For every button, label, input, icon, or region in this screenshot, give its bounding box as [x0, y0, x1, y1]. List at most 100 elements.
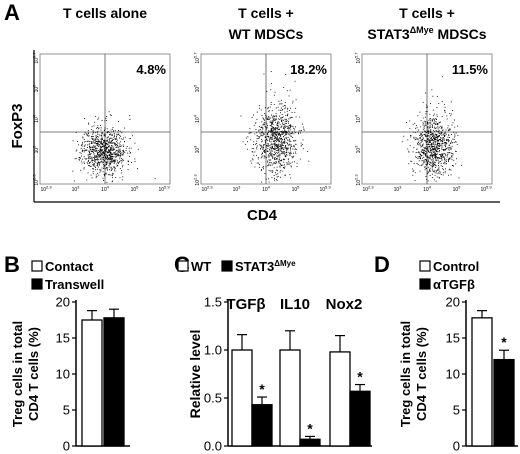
flow-event-dot — [100, 158, 102, 160]
flow-event-dot — [109, 139, 110, 141]
quadrant-percent-label: 11.5% — [452, 62, 489, 77]
flow-event-dot — [441, 142, 443, 144]
flow-event-dot — [438, 136, 439, 137]
flow-event-dot — [431, 119, 433, 121]
flow-event-dot — [112, 134, 114, 136]
flow-event-dot — [275, 118, 277, 120]
flow-event-dot — [440, 133, 441, 135]
flow-event-dot — [114, 161, 116, 163]
flow-event-dot — [98, 154, 100, 156]
flow-event-dot — [95, 148, 97, 149]
flow-event-dot — [124, 136, 126, 138]
flow-event-dot — [272, 143, 274, 145]
flow-event-dot — [437, 158, 439, 160]
flow-event-dot — [441, 134, 443, 136]
flow-event-dot — [292, 102, 294, 104]
flow-event-dot — [417, 156, 419, 158]
flow-event-dot — [110, 160, 112, 162]
flow-event-dot — [111, 169, 113, 170]
flow-event-dot — [109, 148, 111, 150]
flow-event-dot — [114, 170, 116, 172]
flow-event-dot — [117, 153, 119, 155]
flow-event-dot — [99, 158, 101, 160]
flow-event-dot — [106, 168, 108, 170]
flow-event-dot — [294, 131, 296, 133]
flow-event-dot — [271, 170, 273, 172]
flow-event-dot — [99, 169, 101, 171]
flow-event-dot — [429, 125, 431, 127]
flow-event-dot — [256, 138, 258, 139]
flow-event-dot — [454, 136, 456, 138]
flow-event-dot — [104, 175, 105, 177]
flow-event-dot — [437, 128, 439, 130]
flow-event-dot — [264, 140, 266, 141]
flow-event-dot — [84, 118, 85, 119]
flow-event-dot — [270, 89, 272, 91]
flow-event-dot — [264, 150, 266, 152]
flow-event-dot — [110, 147, 112, 149]
flow-event-dot — [452, 138, 454, 140]
flow-event-dot — [89, 154, 91, 156]
flow-event-dot — [99, 134, 101, 136]
flow-event-dot — [294, 161, 295, 163]
flow-event-dot — [99, 149, 101, 151]
flow-event-dot — [448, 134, 450, 136]
flow-event-dot — [441, 127, 443, 129]
flow-event-dot — [96, 148, 98, 149]
flow-event-dot — [284, 152, 286, 154]
flow-event-dot — [443, 150, 445, 152]
flow-event-dot — [456, 144, 458, 146]
flow-event-dot — [284, 139, 286, 141]
flow-event-dot — [277, 122, 279, 124]
flow-event-dot — [122, 153, 124, 155]
flow-event-dot — [112, 145, 114, 147]
flow-event-dot — [296, 166, 298, 167]
flow-event-dot — [438, 145, 440, 146]
flow-event-dot — [294, 140, 296, 142]
flow-event-dot — [261, 156, 263, 158]
flow-event-dot — [284, 125, 286, 127]
flow-event-dot — [109, 145, 110, 147]
flow-event-dot — [419, 137, 420, 139]
flow-event-dot — [270, 104, 272, 105]
flow-event-dot — [102, 177, 104, 179]
flow-event-dot — [410, 136, 412, 138]
flow-event-dot — [121, 154, 123, 156]
flow-event-dot — [444, 163, 446, 165]
flow-event-dot — [106, 181, 108, 183]
flow-event-dot — [113, 152, 115, 154]
flow-event-dot — [116, 141, 117, 143]
flow-event-dot — [434, 169, 436, 171]
flow-event-dot — [276, 179, 277, 180]
flow-event-dot — [114, 144, 116, 146]
flow-event-dot — [263, 133, 265, 135]
flow-event-dot — [293, 144, 295, 146]
flow-event-dot — [437, 141, 439, 143]
flow-event-dot — [114, 151, 116, 153]
flow-event-dot — [429, 158, 431, 159]
flow-event-dot — [272, 129, 274, 131]
flow-event-dot — [94, 148, 96, 150]
flow-event-dot — [286, 154, 288, 156]
flow-event-dot — [101, 149, 103, 151]
flow-event-dot — [95, 135, 97, 136]
flow-event-dot — [267, 146, 269, 147]
flow-event-dot — [291, 156, 293, 158]
flow-event-dot — [274, 177, 275, 179]
flow-event-dot — [110, 142, 112, 144]
flow-event-dot — [262, 167, 264, 168]
flow-event-dot — [286, 120, 288, 122]
flow-event-dot — [424, 134, 426, 136]
flow-event-dot — [123, 150, 124, 152]
flow-event-dot — [115, 138, 117, 140]
flow-event-dot — [290, 135, 292, 137]
y-tick-label: 1.5 — [204, 295, 222, 310]
flow-event-dot — [425, 92, 426, 94]
flow-event-dot — [290, 129, 292, 131]
flow-event-dot — [428, 139, 430, 141]
flow-event-dot — [447, 140, 449, 142]
flow-event-dot — [426, 156, 428, 158]
flow-event-dot — [286, 152, 288, 154]
flow-event-dot — [113, 133, 115, 135]
